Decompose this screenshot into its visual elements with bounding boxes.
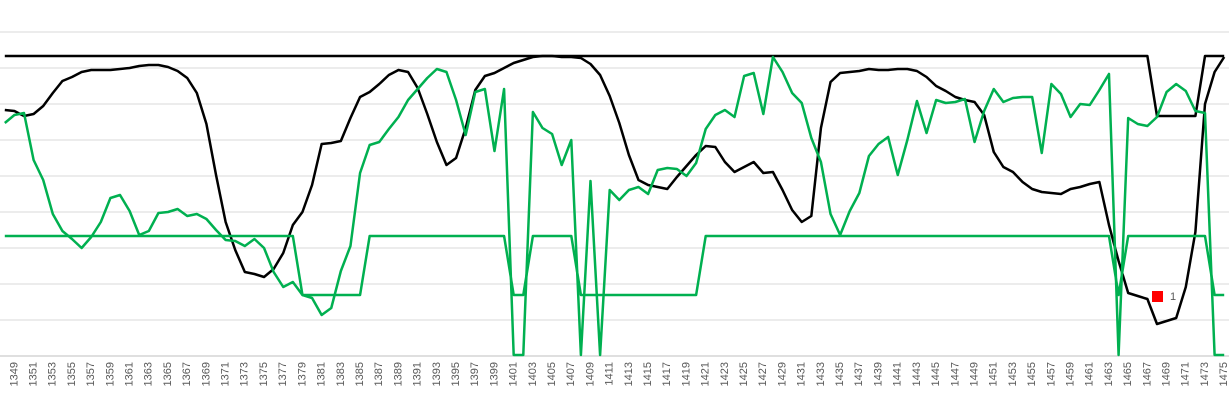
x-tick-label: 1353 — [47, 362, 59, 386]
x-tick-label: 1371 — [220, 362, 232, 386]
x-tick-label: 1395 — [450, 362, 462, 386]
x-tick-label: 1419 — [680, 362, 692, 386]
x-tick-label: 1393 — [431, 362, 443, 386]
x-tick-label: 1355 — [66, 362, 78, 386]
x-tick-label: 1387 — [373, 362, 385, 386]
x-tick-label: 1475 — [1218, 362, 1229, 386]
x-tick-label: 1447 — [949, 362, 961, 386]
x-tick-label: 1461 — [1084, 362, 1096, 386]
x-tick-label: 1367 — [181, 362, 193, 386]
x-tick-label: 1385 — [354, 362, 366, 386]
x-tick-label: 1351 — [28, 362, 40, 386]
x-tick-label: 1457 — [1045, 362, 1057, 386]
x-tick-label: 1435 — [834, 362, 846, 386]
x-tick-label: 1359 — [104, 362, 116, 386]
x-tick-label: 1391 — [412, 362, 424, 386]
x-tick-label: 1421 — [700, 362, 712, 386]
x-tick-label: 1467 — [1141, 362, 1153, 386]
x-tick-label: 1407 — [565, 362, 577, 386]
x-tick-label: 1405 — [546, 362, 558, 386]
x-tick-label: 1469 — [1160, 362, 1172, 386]
x-tick-label: 1375 — [258, 362, 270, 386]
x-tick-label: 1439 — [872, 362, 884, 386]
x-tick-label: 1361 — [124, 362, 136, 386]
series-line — [4, 234, 1225, 297]
x-tick-label: 1415 — [642, 362, 654, 386]
x-tick-label: 1471 — [1180, 362, 1192, 386]
x-tick-label: 1453 — [1007, 362, 1019, 386]
x-tick-label: 1363 — [143, 362, 155, 386]
series-line — [4, 54, 1226, 326]
x-tick-label: 1425 — [738, 362, 750, 386]
x-tick-label: 1377 — [277, 362, 289, 386]
x-tick-label: 1455 — [1026, 362, 1038, 386]
x-tick-label: 1349 — [8, 362, 20, 386]
legend-label: 1 — [1170, 291, 1176, 303]
x-tick-label: 1465 — [1122, 362, 1134, 386]
x-tick-label: 1445 — [930, 362, 942, 386]
x-tick-label: 1389 — [392, 362, 404, 386]
x-tick-label: 1429 — [776, 362, 788, 386]
x-tick-label: 1379 — [296, 362, 308, 386]
x-tick-label: 1441 — [892, 362, 904, 386]
x-tick-label: 1451 — [988, 362, 1000, 386]
x-tick-label: 1443 — [911, 362, 923, 386]
x-tick-label: 1373 — [239, 362, 251, 386]
x-tick-label: 1433 — [815, 362, 827, 386]
x-tick-label: 1409 — [584, 362, 596, 386]
x-tick-label: 1399 — [488, 362, 500, 386]
x-tick-label: 1403 — [527, 362, 539, 386]
x-tick-label: 1357 — [85, 362, 97, 386]
x-tick-label: 1413 — [623, 362, 635, 386]
x-tick-label: 1369 — [200, 362, 212, 386]
series-line — [4, 54, 1225, 118]
x-tick-label: 1463 — [1103, 362, 1115, 386]
x-tick-label: 1365 — [162, 362, 174, 386]
x-tick-label: 1427 — [757, 362, 769, 386]
x-tick-label: 1401 — [508, 362, 520, 386]
x-tick-label: 1381 — [316, 362, 328, 386]
x-tick-label: 1473 — [1199, 362, 1211, 386]
x-tick-label: 1437 — [853, 362, 865, 386]
x-tick-label: 1383 — [335, 362, 347, 386]
series-line — [4, 55, 1225, 357]
x-tick-label: 1411 — [604, 362, 616, 386]
x-tick-label: 1397 — [469, 362, 481, 386]
x-tick-label: 1449 — [968, 362, 980, 386]
x-tick-label: 1423 — [719, 362, 731, 386]
x-tick-label: 1459 — [1064, 362, 1076, 386]
legend-swatch — [1152, 291, 1163, 302]
x-tick-label: 1431 — [796, 362, 808, 386]
x-tick-label: 1417 — [661, 362, 673, 386]
